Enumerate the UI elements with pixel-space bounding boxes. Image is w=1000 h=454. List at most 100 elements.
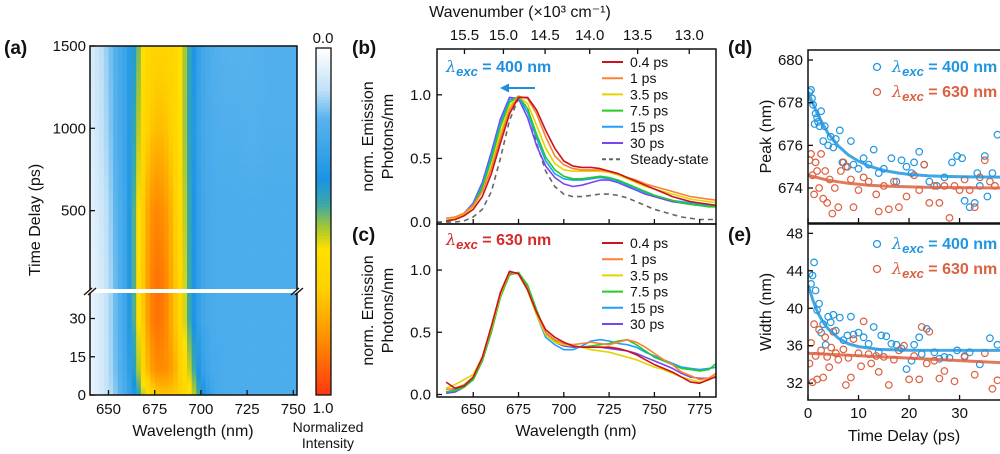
heatmap-cell — [284, 264, 290, 270]
heatmap-cell — [108, 102, 114, 108]
heatmap-cell — [140, 228, 146, 233]
heatmap-cell — [288, 220, 294, 225]
heatmap-cell — [200, 341, 206, 345]
heatmap-cell — [200, 315, 206, 319]
data-point — [857, 362, 865, 371]
heatmap-cell — [140, 175, 146, 181]
heatmap-cell — [94, 143, 100, 148]
heatmap-cell — [145, 46, 151, 51]
heatmap-cell — [270, 344, 276, 347]
heatmap-cell — [242, 114, 248, 120]
heatmap-cell — [191, 346, 197, 350]
heatmap-cell — [177, 86, 183, 91]
heatmap-cell — [108, 175, 114, 181]
heatmap-cell — [99, 143, 105, 148]
heatmap-cell — [177, 54, 183, 59]
heatmap-cell — [233, 171, 239, 176]
heatmap-cell — [256, 326, 262, 330]
heatmap-cell — [94, 389, 100, 393]
heatmap-cell — [251, 351, 257, 355]
data-point — [847, 373, 855, 382]
data-point — [811, 286, 820, 295]
heatmap-cell — [122, 313, 128, 317]
heatmap-cell — [182, 377, 188, 381]
heatmap-cell — [265, 276, 271, 282]
heatmap-cell — [224, 384, 230, 388]
heatmap-cell — [103, 323, 109, 327]
heatmap-cell — [210, 318, 216, 322]
heatmap-cell — [94, 118, 100, 124]
heatmap-cell — [117, 359, 123, 363]
heatmap-cell — [200, 310, 206, 314]
data-point — [819, 373, 828, 382]
heatmap-cell — [256, 78, 262, 83]
heatmap-cell — [279, 78, 285, 83]
heatmap-cell — [94, 387, 100, 391]
heatmap-cell — [145, 127, 151, 132]
heatmap-cell — [136, 252, 142, 257]
legend-label: λexc = 400 nm — [891, 57, 997, 79]
heatmap-cell — [196, 179, 202, 185]
heatmap-cell — [224, 183, 230, 189]
heatmap-cell — [103, 228, 109, 233]
heatmap-cell — [260, 298, 266, 302]
heatmap-cell — [196, 66, 202, 71]
heatmap-cell — [108, 98, 114, 104]
heatmap-cell — [117, 183, 123, 189]
heatmap-cell — [168, 361, 174, 365]
y-tick-label: 1000 — [53, 120, 86, 137]
heatmap-cell — [279, 118, 285, 124]
heatmap-cell — [159, 354, 165, 358]
heatmap-cell — [210, 310, 216, 314]
heatmap-cell — [131, 344, 137, 347]
heatmap-cell — [168, 377, 174, 381]
heatmap-cell — [242, 260, 248, 266]
heatmap-cell — [90, 203, 96, 209]
heatmap-cell — [256, 349, 262, 353]
heatmap-cell — [90, 90, 96, 95]
heatmap-cell — [99, 147, 105, 152]
heatmap-cell — [270, 382, 276, 386]
heatmap-cell — [293, 313, 298, 317]
heatmap-cell — [242, 272, 248, 278]
heatmap-cell — [242, 331, 248, 335]
heatmap-cell — [205, 122, 211, 128]
colorbar-cell — [316, 172, 331, 176]
heatmap-cell — [136, 323, 142, 327]
heatmap-cell — [265, 384, 271, 388]
heatmap-cell — [99, 46, 105, 51]
heatmap-cell — [191, 321, 197, 324]
heatmap-cell — [288, 308, 294, 312]
heatmap-cell — [247, 369, 253, 373]
heatmap-cell — [200, 98, 206, 104]
heatmap-cell — [117, 377, 123, 381]
plot-frame-d — [807, 49, 1000, 224]
heatmap-cell — [265, 240, 271, 245]
heatmap-cell — [233, 191, 239, 197]
heatmap-cell — [122, 54, 128, 59]
heatmap-cell — [173, 167, 179, 172]
heatmap-cell — [159, 364, 165, 368]
heatmap-cell — [247, 179, 253, 185]
heatmap-cell — [237, 293, 243, 296]
heatmap-cell — [205, 328, 211, 332]
heatmap-cell — [256, 361, 262, 365]
heatmap-cell — [90, 303, 96, 307]
heatmap-cell — [136, 183, 142, 189]
heatmap-cell — [256, 163, 262, 168]
heatmap-cell — [274, 389, 280, 393]
heatmap-cell — [270, 379, 276, 383]
heatmap-cell — [159, 369, 165, 373]
heatmap-cell — [168, 106, 174, 112]
heatmap-cell — [205, 268, 211, 274]
heatmap-cell — [168, 208, 174, 213]
heatmap-cell — [228, 54, 234, 59]
heatmap-cell — [233, 341, 239, 345]
heatmap-cell — [260, 151, 266, 156]
heatmap-cell — [150, 382, 156, 386]
heatmap-cell — [233, 118, 239, 124]
heatmap-cell — [219, 374, 225, 378]
heatmap-cell — [136, 98, 142, 104]
heatmap-cell — [265, 102, 271, 108]
heatmap-cell — [251, 143, 257, 148]
